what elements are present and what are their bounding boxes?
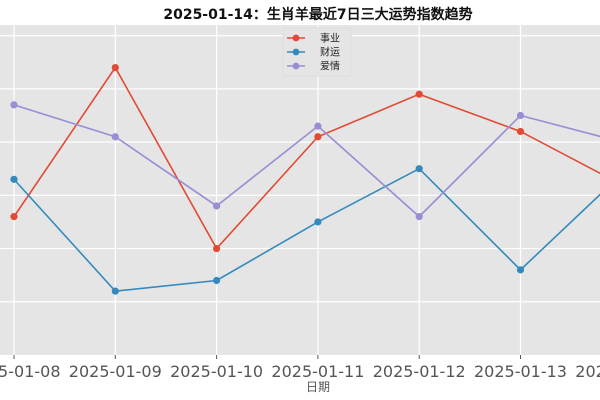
data-point-事业: [415, 90, 423, 98]
data-point-事业: [516, 127, 525, 136]
data-point-爱情: [516, 111, 525, 120]
data-point-财运: [314, 218, 322, 226]
data-point-财运: [415, 165, 423, 173]
x-tick-label: 2025-01-14: [575, 362, 600, 381]
series-group: [10, 63, 600, 295]
x-tick-labels: 2025-01-08 2025-01-09 2025-01-10 2025-01-11…: [0, 355, 600, 381]
data-point-爱情: [213, 202, 221, 210]
plot-area: [0, 25, 600, 355]
data-point-财运: [213, 276, 221, 285]
x-tick-label: 2025-01-11: [271, 362, 364, 381]
x-axis-label: 日期: [306, 380, 330, 394]
chart-title: 2025-01-14：生肖羊最近7日三大运势指数趋势: [163, 6, 472, 23]
legend-label: 财运: [320, 46, 340, 59]
data-point-事业: [10, 213, 18, 221]
x-tick-label: 2025-01-13: [474, 362, 567, 381]
legend-label: 爱情: [320, 60, 340, 73]
data-point-爱情: [10, 101, 18, 109]
x-tick-label: 2025-01-12: [373, 362, 466, 381]
legend-marker: [292, 62, 300, 70]
data-point-爱情: [314, 122, 322, 130]
data-point-事业: [213, 244, 221, 253]
data-point-事业: [111, 63, 119, 72]
legend-marker: [292, 48, 300, 56]
data-point-爱情: [111, 133, 119, 141]
data-point-财运: [516, 266, 525, 274]
legend-box: [282, 27, 352, 77]
x-tick-label: 2025-01-09: [69, 362, 162, 381]
data-point-爱情: [415, 213, 423, 221]
legend-label: 事业: [320, 32, 340, 45]
x-tick-label: 2025-01-08: [0, 362, 60, 381]
grid: [0, 25, 600, 355]
data-point-财运: [10, 175, 18, 183]
x-tick-label: 2025-01-10: [170, 362, 263, 381]
legend-marker: [292, 34, 300, 42]
data-point-事业: [314, 133, 322, 141]
data-point-财运: [111, 287, 119, 295]
